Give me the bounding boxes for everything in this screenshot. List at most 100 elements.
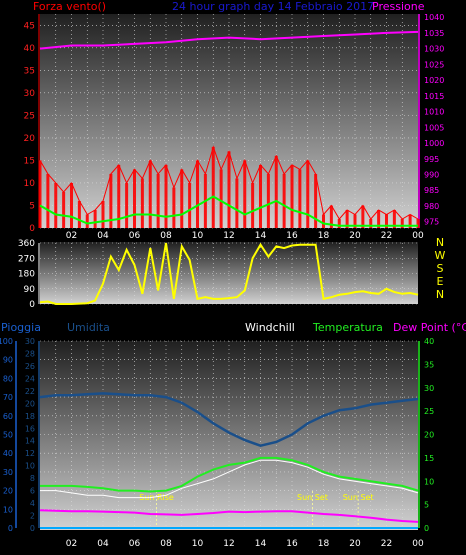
rain-axis-tick: 30 xyxy=(3,468,13,477)
temp-axis-tick: 25 xyxy=(424,407,434,416)
wind-axis-tick: 45 xyxy=(24,21,35,31)
pressure-axis-tick: 1025 xyxy=(424,60,444,69)
pressure-line xyxy=(39,30,419,50)
x-tick-label: 18 xyxy=(318,539,330,549)
wind-title: Forza vento() xyxy=(33,0,106,13)
rain-axis-tick: 60 xyxy=(3,412,13,421)
rain-axis-tick: 100 xyxy=(0,337,13,346)
temp-axis-tick: 5 xyxy=(424,501,429,510)
wind-axis-tick: 25 xyxy=(24,111,35,121)
windchill-line xyxy=(40,459,419,499)
humidity-axis-tick: 2 xyxy=(30,512,35,521)
pressure-axis-tick: 1015 xyxy=(424,92,444,101)
humidity-axis-tick: 8 xyxy=(30,474,35,483)
direction-line xyxy=(39,242,419,305)
chart-title: 24 hour graph day 14 Febbraio 2017 xyxy=(172,0,374,13)
x-tick-label: 10 xyxy=(192,539,204,549)
pressure-axis-tick: 985 xyxy=(424,186,439,195)
x-tick-label: 20 xyxy=(349,231,361,241)
humidity-axis-tick: 18 xyxy=(25,412,35,421)
legend-umidita: Umidita xyxy=(67,321,110,334)
pressure-axis-tick: 995 xyxy=(424,155,439,164)
rain-axis-tick: 90 xyxy=(3,356,13,365)
humidity-axis-tick: 16 xyxy=(25,424,35,433)
x-tick-label: 08 xyxy=(160,231,172,241)
pressure-axis-tick: 1020 xyxy=(424,76,444,85)
direction-axis-tick: 0 xyxy=(29,300,35,310)
humidity-axis-tick: 28 xyxy=(25,349,35,358)
x-tick-label: 10 xyxy=(192,231,204,241)
humidity-axis-tick: 26 xyxy=(25,362,35,371)
sun-marker-label: Sun Set xyxy=(297,493,328,502)
wind-axis-tick: 5 xyxy=(29,201,35,211)
temp-axis-tick: 30 xyxy=(424,384,434,393)
humidity-axis-tick: 10 xyxy=(25,462,35,471)
rain-axis-tick: 50 xyxy=(3,431,13,440)
pressure-axis-tick: 1000 xyxy=(424,139,444,148)
wind-axis-tick: 30 xyxy=(24,89,36,99)
temp-axis-tick: 20 xyxy=(424,431,434,440)
legend-windchill: Windchill xyxy=(245,321,295,334)
x-tick-label: 06 xyxy=(129,231,141,241)
humidity-axis-tick: 30 xyxy=(25,337,35,346)
direction-axis-tick: 360 xyxy=(18,239,35,249)
legend-dewpoint: Dew Point (°C) xyxy=(393,321,466,334)
rain-axis-tick: 70 xyxy=(3,393,13,402)
humidity-axis-tick: 14 xyxy=(25,437,35,446)
x-tick-label: 02 xyxy=(66,231,77,241)
legend-pioggia: Pioggia xyxy=(1,321,41,334)
x-tick-label: 18 xyxy=(318,231,330,241)
humidity-axis-tick: 12 xyxy=(25,449,35,458)
temp-axis-tick: 0 xyxy=(424,524,429,533)
compass-label: S xyxy=(437,262,444,275)
pressure-axis-tick: 990 xyxy=(424,171,439,180)
compass-label: N xyxy=(436,288,444,301)
compass-label: W xyxy=(435,249,446,262)
temp-axis-tick: 40 xyxy=(424,337,434,346)
direction-panel-bg xyxy=(40,242,418,304)
pressure-axis-tick: 1005 xyxy=(424,123,444,132)
x-tick-label: 14 xyxy=(255,539,267,549)
wind-avg-line xyxy=(39,195,418,227)
wind-axis-tick: 40 xyxy=(24,44,36,54)
x-tick-label: 14 xyxy=(255,231,267,241)
x-tick-label: 16 xyxy=(286,539,298,549)
humidity-axis-tick: 20 xyxy=(25,399,35,408)
compass-label: N xyxy=(436,236,444,249)
pressure-axis-tick: 975 xyxy=(424,218,439,227)
pressure-axis-tick: 980 xyxy=(424,202,439,211)
wind-axis-tick: 0 xyxy=(29,224,35,234)
x-tick-label: 12 xyxy=(223,539,234,549)
humidity-line xyxy=(39,392,419,448)
pressure-axis-tick: 1040 xyxy=(424,13,444,22)
direction-axis-tick: 90 xyxy=(24,285,36,295)
x-tick-label: 06 xyxy=(129,539,141,549)
rain-axis-tick: 40 xyxy=(3,449,13,458)
temperature-line xyxy=(40,456,419,493)
temp-axis-tick: 10 xyxy=(424,477,434,486)
rain-axis-tick: 20 xyxy=(3,487,13,496)
humidity-axis-tick: 4 xyxy=(30,499,35,508)
wind-line xyxy=(39,145,419,220)
rain-axis-tick: 10 xyxy=(3,505,13,514)
x-tick-label: 22 xyxy=(381,231,392,241)
x-tick-label: 02 xyxy=(66,539,77,549)
sun-marker-label: Sun Rise xyxy=(139,493,174,502)
x-tick-label: 22 xyxy=(381,539,392,549)
legend-temperatura: Temperatura xyxy=(312,321,383,334)
wind-axis-tick: 10 xyxy=(24,179,36,189)
wind-axis-tick: 35 xyxy=(24,66,35,76)
x-tick-label: 00 xyxy=(412,539,424,549)
pressure-axis-tick: 1035 xyxy=(424,29,444,38)
humidity-axis-tick: 0 xyxy=(30,524,35,533)
humidity-axis-tick: 22 xyxy=(25,387,35,396)
x-tick-label: 08 xyxy=(160,539,172,549)
rain-axis-tick: 0 xyxy=(8,524,13,533)
pressure-axis-tick: 1030 xyxy=(424,45,444,54)
temp-axis-tick: 35 xyxy=(424,360,434,369)
compass-label: E xyxy=(437,275,444,288)
dewpoint-line xyxy=(39,509,419,523)
temp-panel-bg xyxy=(40,341,418,530)
humidity-axis-tick: 24 xyxy=(25,374,35,383)
